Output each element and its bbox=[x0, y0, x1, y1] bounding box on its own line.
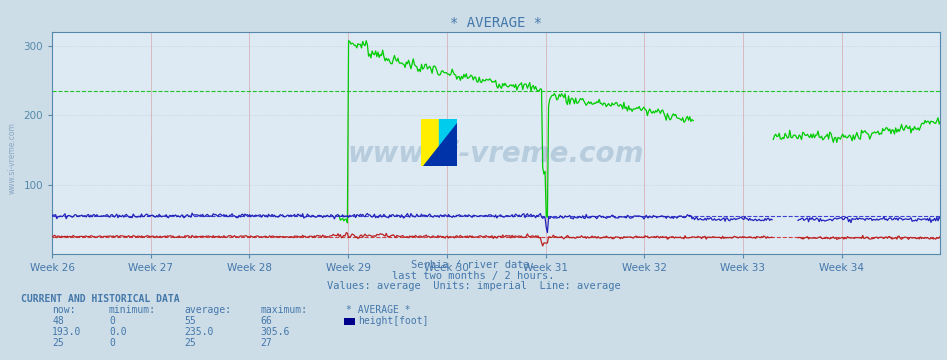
Text: last two months / 2 hours.: last two months / 2 hours. bbox=[392, 271, 555, 281]
Bar bbox=[421, 119, 439, 166]
Text: 0.0: 0.0 bbox=[109, 327, 127, 337]
Text: height[foot]: height[foot] bbox=[358, 316, 428, 326]
Text: www.si-vreme.com: www.si-vreme.com bbox=[348, 140, 645, 168]
Text: 235.0: 235.0 bbox=[185, 327, 214, 337]
Text: CURRENT AND HISTORICAL DATA: CURRENT AND HISTORICAL DATA bbox=[21, 294, 180, 304]
Text: 193.0: 193.0 bbox=[52, 327, 81, 337]
Text: 0: 0 bbox=[109, 316, 115, 326]
Text: 27: 27 bbox=[260, 338, 272, 348]
Text: * AVERAGE *: * AVERAGE * bbox=[346, 305, 410, 315]
Title: * AVERAGE *: * AVERAGE * bbox=[450, 16, 543, 30]
Text: Serbia / river data.: Serbia / river data. bbox=[411, 260, 536, 270]
Text: now:: now: bbox=[52, 305, 76, 315]
Text: minimum:: minimum: bbox=[109, 305, 156, 315]
Text: Values: average  Units: imperial  Line: average: Values: average Units: imperial Line: av… bbox=[327, 282, 620, 292]
Text: 55: 55 bbox=[185, 316, 196, 326]
Text: 0: 0 bbox=[109, 338, 115, 348]
Text: www.si-vreme.com: www.si-vreme.com bbox=[8, 122, 17, 194]
Polygon shape bbox=[423, 123, 457, 166]
Text: 305.6: 305.6 bbox=[260, 327, 290, 337]
Text: 25: 25 bbox=[52, 338, 63, 348]
Text: 66: 66 bbox=[260, 316, 272, 326]
Text: 48: 48 bbox=[52, 316, 63, 326]
Text: average:: average: bbox=[185, 305, 232, 315]
Bar bbox=[439, 119, 457, 166]
Text: maximum:: maximum: bbox=[260, 305, 308, 315]
Text: 25: 25 bbox=[185, 338, 196, 348]
